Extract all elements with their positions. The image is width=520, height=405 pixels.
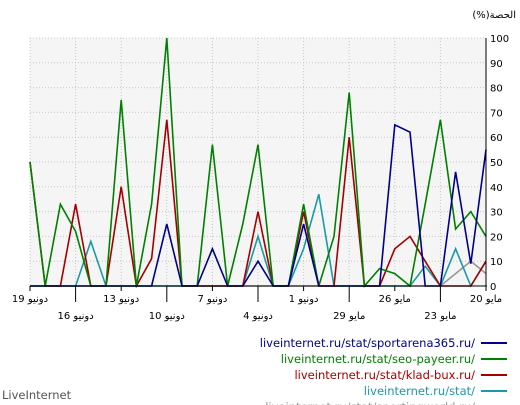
y-tick-label: 0: [490, 282, 496, 293]
x-tick-label: 29 مايو: [333, 311, 365, 322]
y-tick-label: 100: [490, 34, 509, 45]
y-axis-label: (%)الحصة: [472, 10, 516, 21]
x-tick-label: 13 دونيو: [103, 294, 139, 305]
y-tick-label: 40: [490, 183, 503, 194]
legend-label[interactable]: liveinternet.ru/stat/sportarena365.ru/: [260, 336, 475, 350]
x-tick-label: 19 دونيو: [12, 294, 48, 305]
legend-label[interactable]: liveinternet.ru/stat/klad-bux.ru/: [294, 368, 475, 382]
legend: liveinternet.ru/stat/sportarena365.ru/li…: [260, 336, 507, 405]
x-tick-label: 16 دونيو: [58, 311, 94, 322]
x-tick-label: 10 دونيو: [149, 311, 185, 322]
legend-label[interactable]: liveinternet.ru/stat/seo-payeer.ru/: [281, 352, 475, 366]
y-tick-label: 50: [490, 158, 503, 169]
y-tick-label: 80: [490, 84, 503, 95]
y-tick-label: 20: [490, 232, 503, 243]
brand-label: LiveInternet: [2, 388, 72, 402]
x-tick-label: 7 دونيو: [198, 294, 228, 305]
y-tick-label: 60: [490, 133, 503, 144]
y-tick-label: 10: [490, 257, 503, 268]
legend-label[interactable]: liveinternet.ru/stat/: [364, 384, 475, 398]
x-tick-labels: 20 مايو 23 مايو 26 مايو 29 مايو 1 دونيو 4 دون…: [12, 286, 502, 322]
x-tick-label: 4 دونيو: [243, 311, 273, 322]
y-tick-label: 90: [490, 59, 503, 70]
x-tick-label: 1 دونيو: [289, 294, 319, 305]
y-tick-label: 30: [490, 208, 503, 219]
legend-label[interactable]: liveinternet.ru/stat/sportingworld.ru/: [265, 400, 475, 405]
y-tick-labels: 0 10 20 30 40 50 60 70 80 90 100: [490, 34, 509, 293]
y-tick-label: 70: [490, 108, 503, 119]
x-tick-label: 20 مايو: [470, 294, 502, 305]
x-tick-label: 23 مايو: [424, 311, 456, 322]
x-tick-label: 26 مايو: [379, 294, 411, 305]
